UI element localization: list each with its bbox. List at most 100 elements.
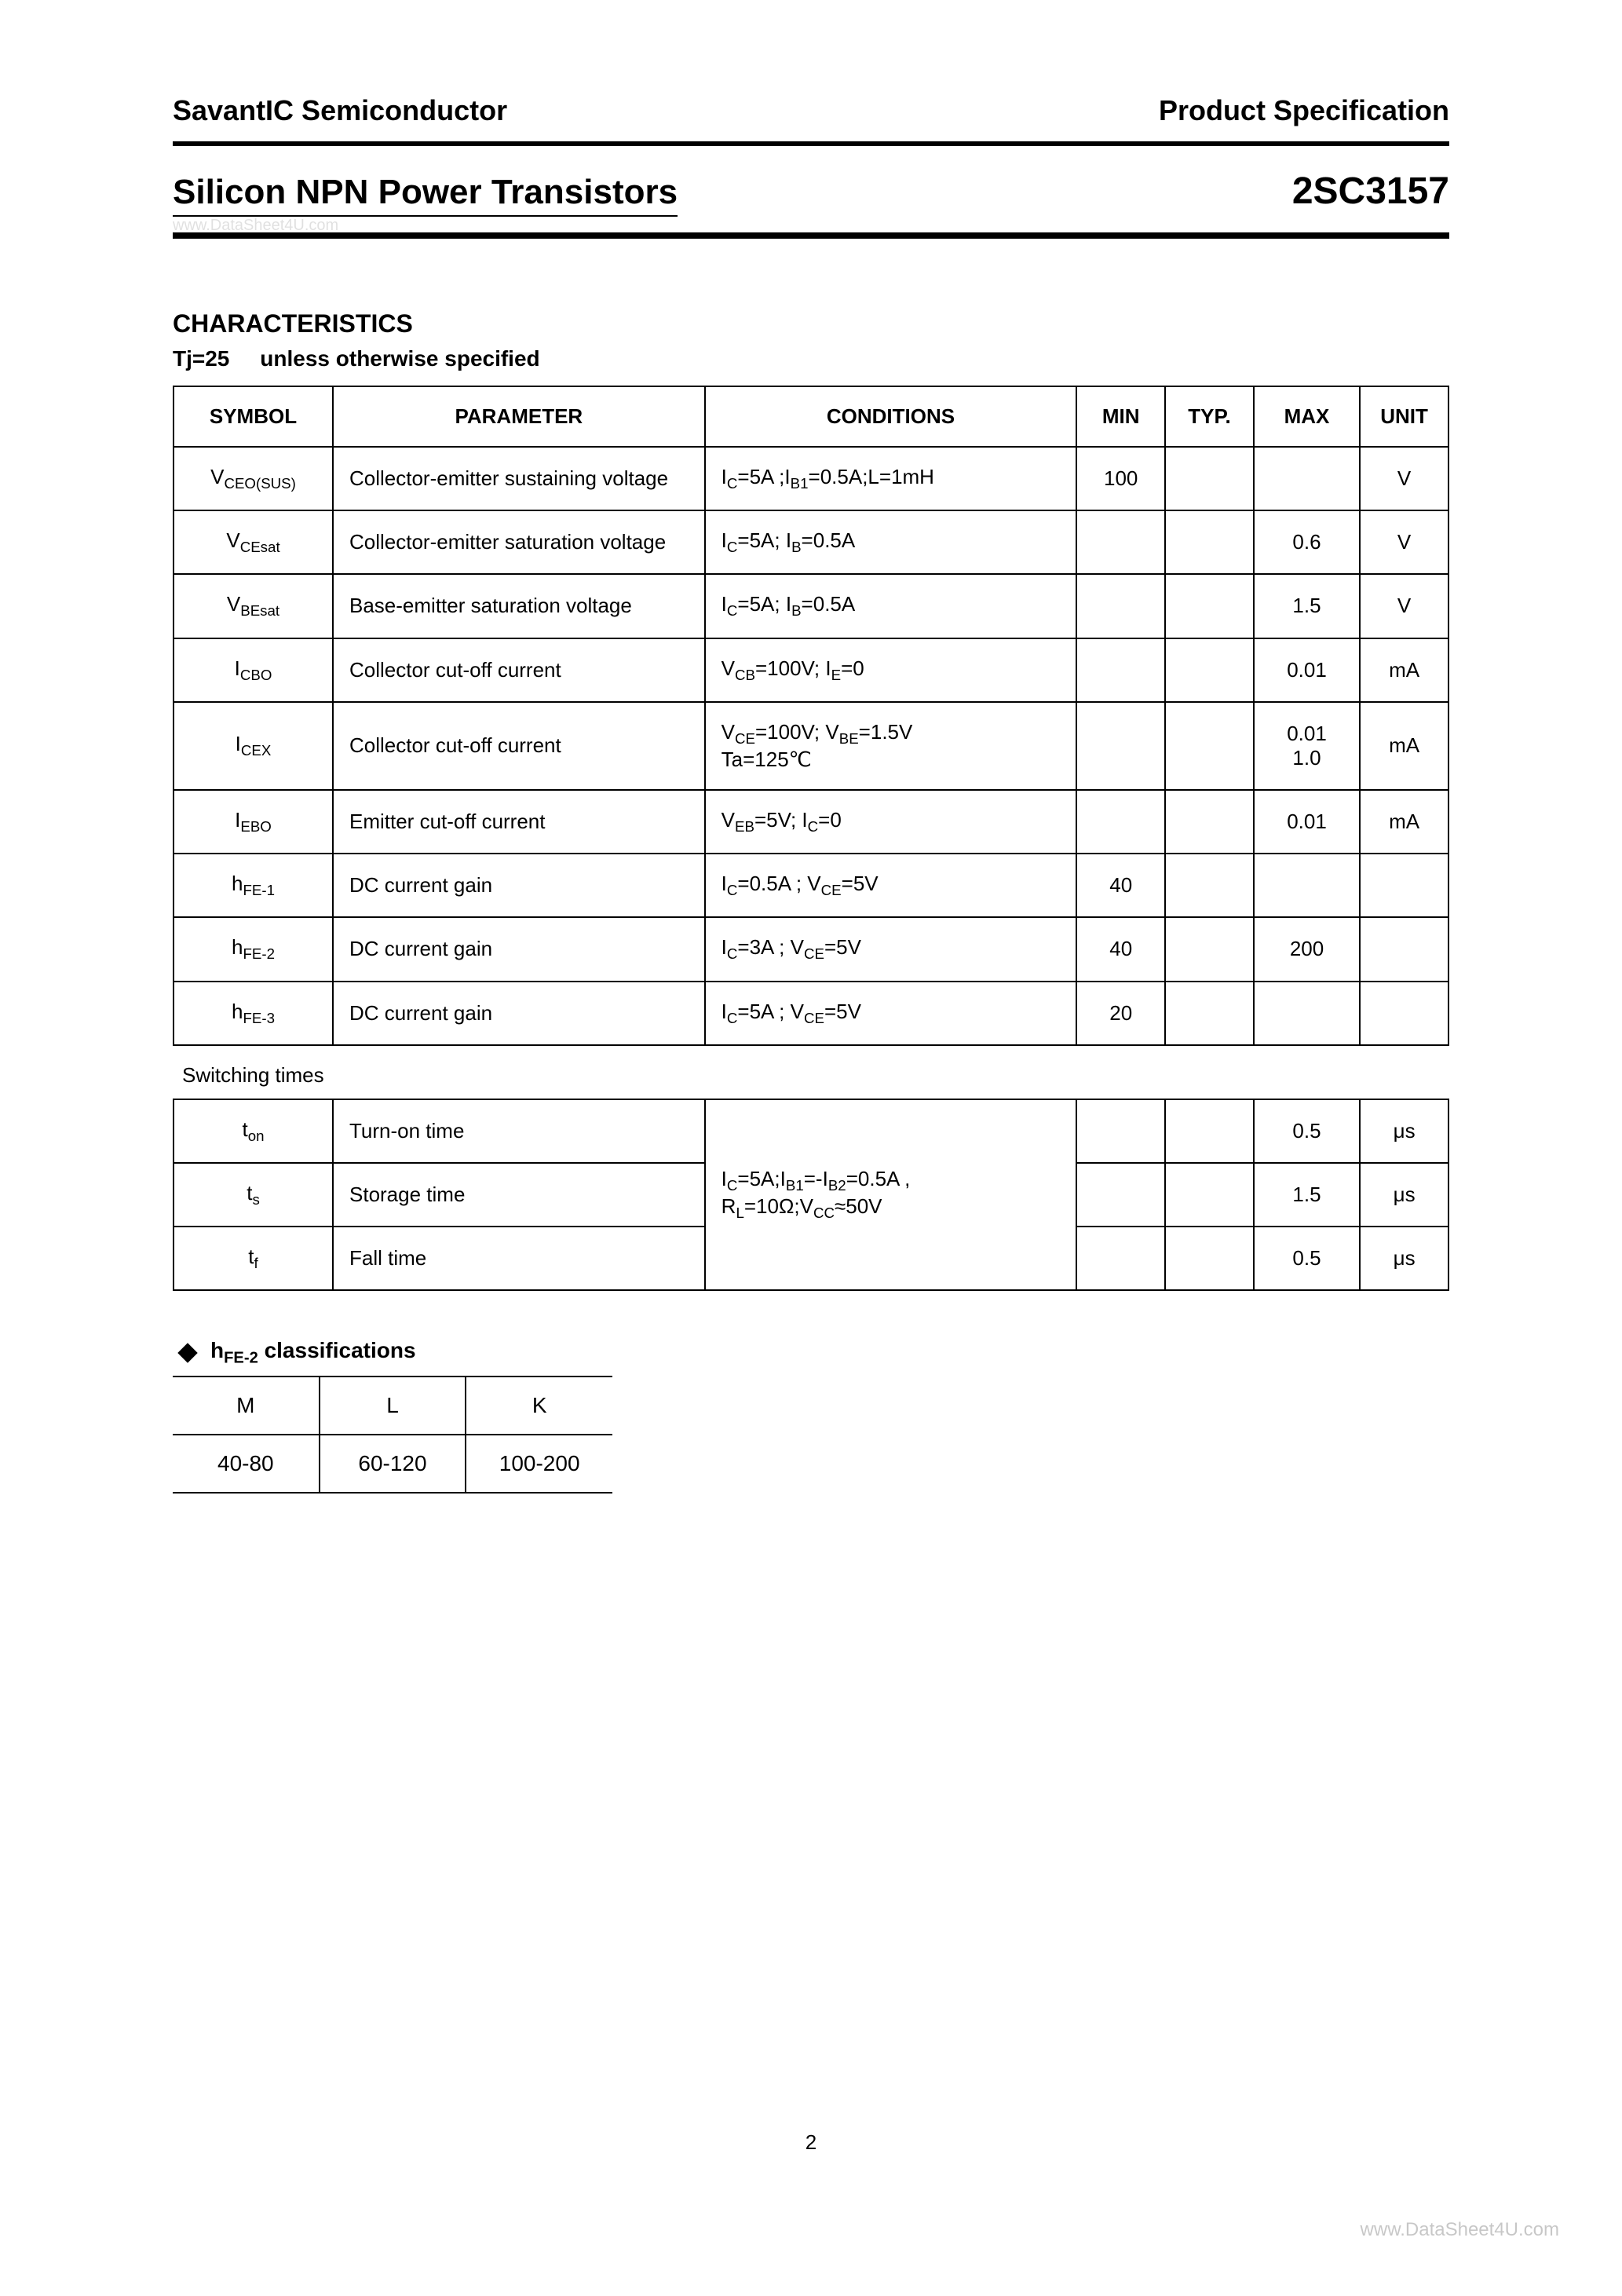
cell-typ <box>1165 917 1254 981</box>
header-row: SavantIC Semiconductor Product Specifica… <box>173 94 1449 146</box>
table-row: ICEXCollector cut-off currentVCE=100V; V… <box>174 702 1448 790</box>
cell-unit <box>1360 917 1448 981</box>
cell-unit: V <box>1360 574 1448 638</box>
watermark-text: www.DataSheet4U.com <box>173 217 338 235</box>
cell-parameter: Collector-emitter saturation voltage <box>333 510 705 574</box>
cell-typ <box>1165 574 1254 638</box>
cell-max <box>1254 854 1360 917</box>
cell-symbol: hFE-3 <box>174 982 333 1045</box>
cell-max: 1.5 <box>1254 574 1360 638</box>
cell-max: 0.5 <box>1254 1227 1360 1290</box>
cell-parameter: DC current gain <box>333 854 705 917</box>
cell-symbol: hFE-1 <box>174 854 333 917</box>
cell-unit: V <box>1360 447 1448 510</box>
col-min: MIN <box>1076 386 1165 447</box>
cell-parameter: Collector cut-off current <box>333 638 705 702</box>
cell-symbol: ICBO <box>174 638 333 702</box>
switching-table: tonTurn-on timeIC=5A;IB1=-IB2=0.5A ,RL=1… <box>173 1099 1449 1292</box>
cell-symbol: VCEsat <box>174 510 333 574</box>
switching-times-label: Switching times <box>182 1063 1449 1088</box>
cell-symbol: VCEO(SUS) <box>174 447 333 510</box>
table-row: hFE-1DC current gainIC=0.5A ; VCE=5V40 <box>174 854 1448 917</box>
cell-symbol: tf <box>174 1227 333 1290</box>
cell-min <box>1076 1227 1165 1290</box>
cell-conditions: VCB=100V; IE=0 <box>705 638 1077 702</box>
col-parameter: PARAMETER <box>333 386 705 447</box>
cell-min <box>1076 1163 1165 1227</box>
cell-unit: μs <box>1360 1163 1448 1227</box>
cell-unit: V <box>1360 510 1448 574</box>
class-header-l: L <box>320 1377 466 1435</box>
table-row: VBEsatBase-emitter saturation voltageIC=… <box>174 574 1448 638</box>
cell-min <box>1076 510 1165 574</box>
cell-parameter: Storage time <box>333 1163 705 1227</box>
cell-min: 100 <box>1076 447 1165 510</box>
table-row: VCEsatCollector-emitter saturation volta… <box>174 510 1448 574</box>
cell-unit <box>1360 982 1448 1045</box>
cell-typ <box>1165 1099 1254 1163</box>
cell-symbol: hFE-2 <box>174 917 333 981</box>
col-symbol: SYMBOL <box>174 386 333 447</box>
section-subtitle: Tj=25 unless otherwise specified <box>173 346 1449 371</box>
cell-symbol: ton <box>174 1099 333 1163</box>
cell-conditions: IC=3A ; VCE=5V <box>705 917 1077 981</box>
cell-min <box>1076 1099 1165 1163</box>
cell-conditions: VCE=100V; VBE=1.5VTa=125℃ <box>705 702 1077 790</box>
cell-conditions: IC=5A ;IB1=0.5A;L=1mH <box>705 447 1077 510</box>
cell-max: 0.5 <box>1254 1099 1360 1163</box>
cell-typ <box>1165 1227 1254 1290</box>
cell-conditions: IC=5A; IB=0.5A <box>705 510 1077 574</box>
cell-symbol: IEBO <box>174 790 333 854</box>
cell-unit: μs <box>1360 1099 1448 1163</box>
cell-conditions: VEB=5V; IC=0 <box>705 790 1077 854</box>
cell-parameter: DC current gain <box>333 982 705 1045</box>
table-row: 40-80 60-120 100-200 <box>173 1435 612 1493</box>
cell-typ <box>1165 510 1254 574</box>
characteristics-table: SYMBOL PARAMETER CONDITIONS MIN TYP. MAX… <box>173 386 1449 1046</box>
cell-conditions: IC=5A; IB=0.5A <box>705 574 1077 638</box>
col-conditions: CONDITIONS <box>705 386 1077 447</box>
page-title: Silicon NPN Power Transistors <box>173 173 678 217</box>
cell-conditions: IC=5A;IB1=-IB2=0.5A ,RL=10Ω;VCC≈50V <box>705 1099 1077 1291</box>
footer-link: www.DataSheet4U.com <box>1361 2219 1559 2241</box>
col-unit: UNIT <box>1360 386 1448 447</box>
part-number: 2SC3157 <box>1292 170 1449 213</box>
spec-label: Product Specification <box>1159 94 1449 127</box>
cell-typ <box>1165 638 1254 702</box>
cell-min <box>1076 574 1165 638</box>
cell-unit: mA <box>1360 790 1448 854</box>
cell-max: 0.01 <box>1254 790 1360 854</box>
class-value-k: 100-200 <box>466 1435 612 1493</box>
col-max: MAX <box>1254 386 1360 447</box>
cell-max: 0.01 <box>1254 638 1360 702</box>
cell-symbol: VBEsat <box>174 574 333 638</box>
table-header-row: SYMBOL PARAMETER CONDITIONS MIN TYP. MAX… <box>174 386 1448 447</box>
classification-table: M L K 40-80 60-120 100-200 <box>173 1377 612 1493</box>
title-row: Silicon NPN Power Transistors 2SC3157 ww… <box>173 170 1449 239</box>
table-row: tonTurn-on timeIC=5A;IB1=-IB2=0.5A ,RL=1… <box>174 1099 1448 1163</box>
cell-typ <box>1165 1163 1254 1227</box>
cell-typ <box>1165 790 1254 854</box>
table-row: ICBOCollector cut-off currentVCB=100V; I… <box>174 638 1448 702</box>
class-value-m: 40-80 <box>173 1435 320 1493</box>
classification-title: hFE-2 classifications <box>210 1338 416 1368</box>
classification-heading: hFE-2 classifications <box>173 1338 612 1377</box>
table-row: M L K <box>173 1377 612 1435</box>
cell-min <box>1076 790 1165 854</box>
cell-conditions: IC=5A ; VCE=5V <box>705 982 1077 1045</box>
cell-unit: mA <box>1360 702 1448 790</box>
cell-parameter: Fall time <box>333 1227 705 1290</box>
table-row: hFE-3DC current gainIC=5A ; VCE=5V20 <box>174 982 1448 1045</box>
cell-parameter: Emitter cut-off current <box>333 790 705 854</box>
cell-max: 200 <box>1254 917 1360 981</box>
cell-min <box>1076 638 1165 702</box>
unless-label: unless otherwise specified <box>260 346 539 371</box>
cell-unit: μs <box>1360 1227 1448 1290</box>
cell-symbol: ts <box>174 1163 333 1227</box>
cell-symbol: ICEX <box>174 702 333 790</box>
cell-parameter: Collector cut-off current <box>333 702 705 790</box>
class-header-m: M <box>173 1377 320 1435</box>
cell-max <box>1254 982 1360 1045</box>
company-name: SavantIC Semiconductor <box>173 94 507 127</box>
cell-min: 20 <box>1076 982 1165 1045</box>
